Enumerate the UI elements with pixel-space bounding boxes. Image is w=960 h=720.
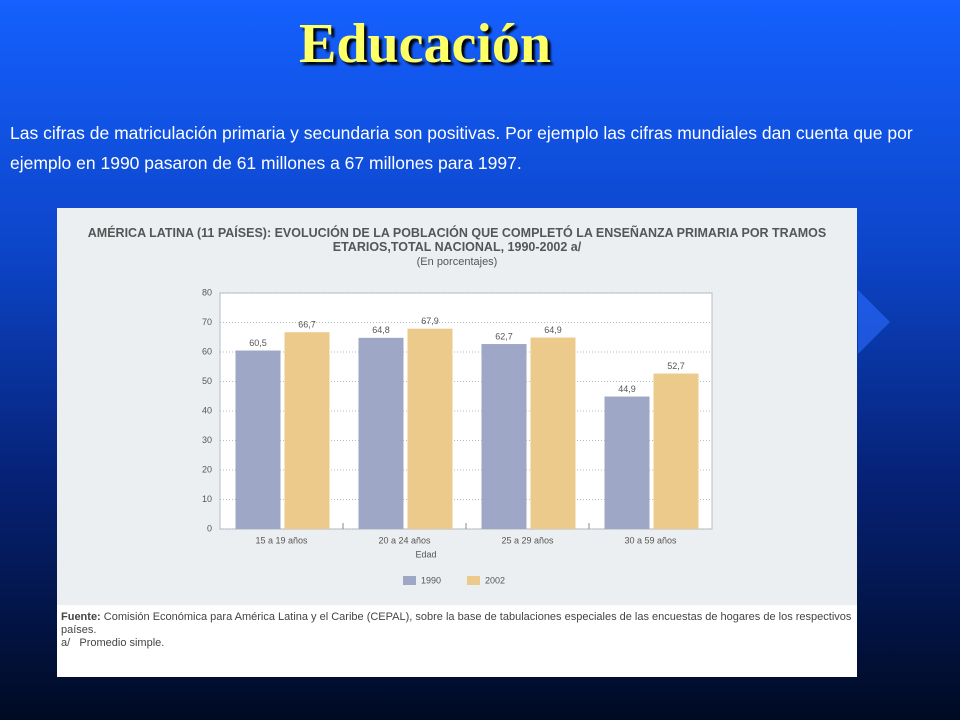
y-tick-label: 20 — [202, 464, 212, 474]
y-tick-label: 70 — [202, 317, 212, 327]
bar — [235, 350, 281, 529]
x-tick-label: 25 a 29 años — [501, 535, 554, 545]
x-tick-label: 20 a 24 años — [378, 535, 431, 545]
legend-swatch — [403, 576, 416, 585]
slide-text: Las cifras de matriculación primaria y s… — [10, 123, 913, 173]
bar — [604, 396, 650, 529]
y-tick-label: 0 — [207, 523, 212, 533]
bar — [358, 337, 404, 529]
legend-label: 2002 — [485, 575, 505, 585]
chart-panel: 0 10 20 30 40 50 60 70 80 15 a 19 años 60,5 66,7 20 … — [57, 208, 857, 677]
value-label: 52,7 — [667, 361, 685, 371]
x-axis-label: Edad — [415, 549, 436, 559]
legend-swatch — [467, 576, 480, 585]
source-text: Comisión Económica para América Latina y… — [61, 611, 852, 636]
x-tick-label: 30 a 59 años — [624, 535, 677, 545]
slide-title: Educación — [298, 13, 552, 75]
value-label: 67,9 — [421, 316, 439, 326]
bar — [481, 344, 527, 529]
arrow-decor — [858, 290, 890, 354]
value-label: 64,8 — [372, 325, 390, 335]
value-label: 62,7 — [495, 331, 513, 341]
note: a/ Promedio simple. — [61, 637, 853, 650]
chart-subtitle: (En porcentajes) — [416, 256, 498, 268]
y-tick-label: 60 — [202, 346, 212, 356]
y-tick-label: 50 — [202, 376, 212, 386]
bar — [284, 332, 330, 529]
value-label: 66,7 — [298, 320, 316, 330]
source: Fuente: Comisión Económica para América … — [61, 611, 853, 637]
y-tick-label: 30 — [202, 435, 212, 445]
note-text: Promedio simple. — [79, 637, 165, 649]
value-label: 60,5 — [249, 338, 267, 348]
value-label: 44,9 — [618, 384, 636, 394]
bar — [530, 337, 576, 529]
y-tick-label: 10 — [202, 494, 212, 504]
bar — [407, 328, 453, 529]
y-tick-label: 40 — [202, 405, 212, 415]
chart: 0 10 20 30 40 50 60 70 80 15 a 19 años 60,5 66,7 20 … — [202, 287, 713, 585]
bar — [653, 373, 699, 529]
chart-title: AMÉRICA LATINA (11 PAÍSES): EVOLUCIÓN DE… — [87, 226, 827, 254]
x-tick-label: 15 a 19 años — [255, 535, 308, 545]
legend-label: 1990 — [421, 575, 441, 585]
footer: Fuente: Comisión Económica para América … — [57, 605, 857, 677]
value-label: 64,9 — [544, 325, 562, 335]
y-tick-label: 80 — [202, 287, 212, 297]
source-label: Fuente: — [61, 611, 101, 623]
note-label: a/ — [61, 637, 71, 649]
